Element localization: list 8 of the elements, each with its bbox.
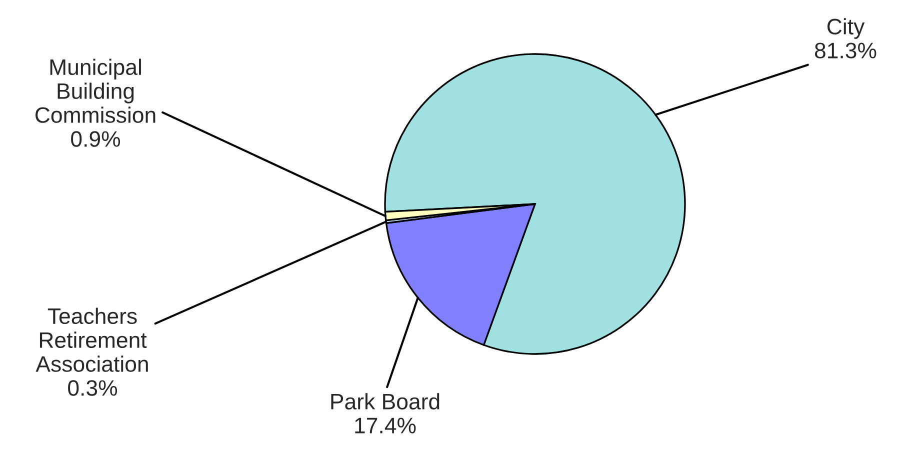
slice-label: City: [827, 18, 865, 39]
slice-label: Municipal Building Commission: [36, 58, 156, 123]
data-label: 81.3%: [814, 42, 876, 58]
data-label: 0.9%: [71, 131, 120, 147]
slice-label: Teachers Retirement Association: [36, 308, 148, 372]
data-label: 0.3%: [68, 380, 118, 396]
slice-label: Park Board: [331, 393, 440, 410]
data-label: 17.4%: [355, 418, 416, 434]
